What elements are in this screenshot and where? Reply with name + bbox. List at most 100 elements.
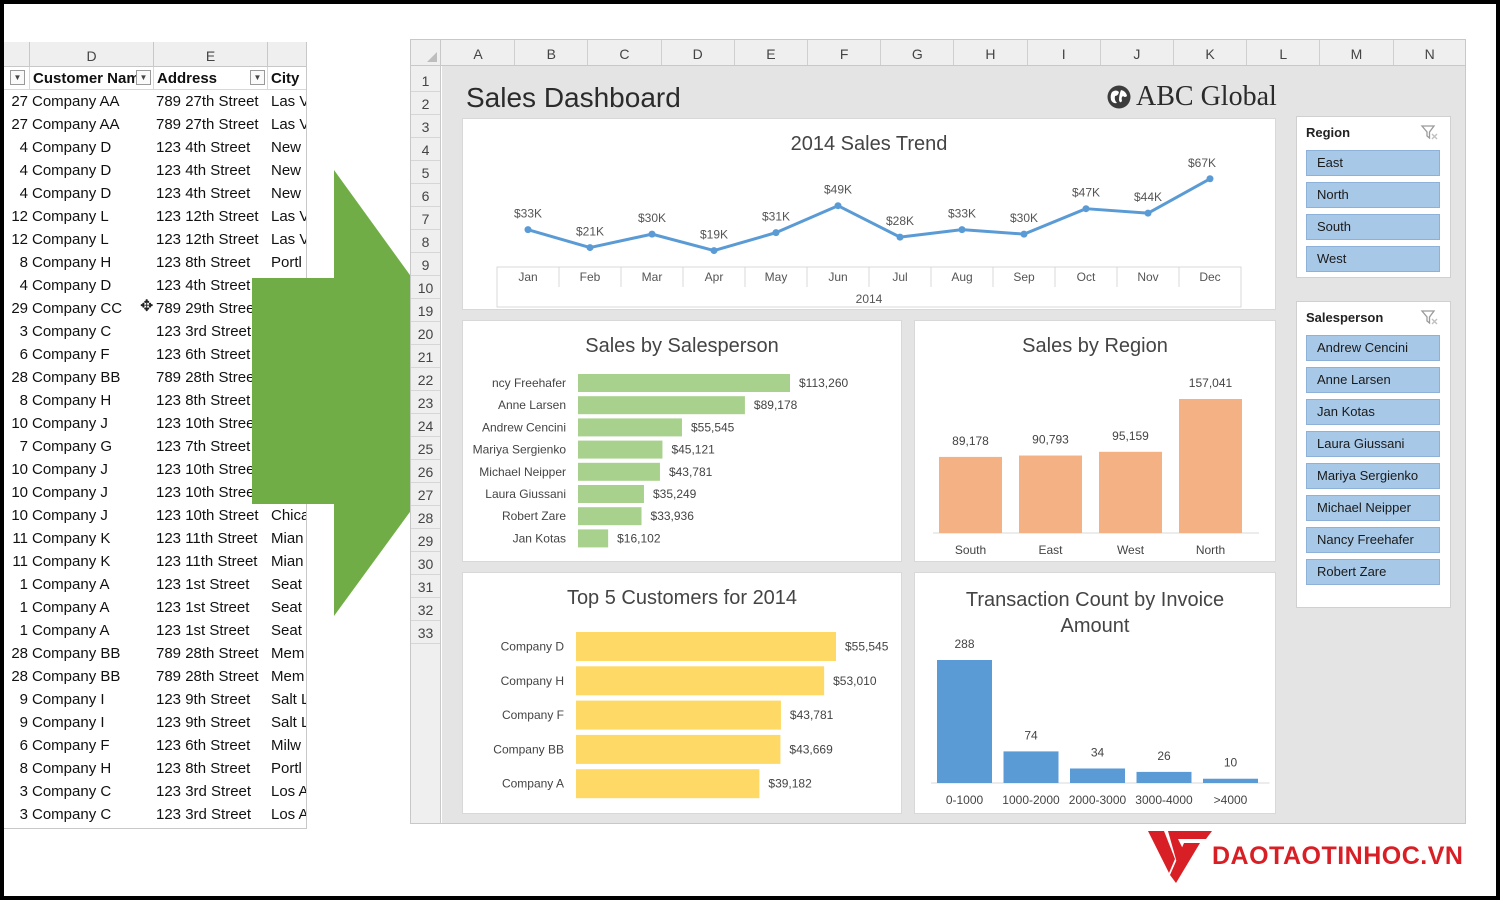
address-cell[interactable]: 123 11th Street <box>156 530 258 547</box>
customer-cell[interactable]: Company A <box>32 576 110 593</box>
row-number-cell[interactable]: 11 <box>12 553 28 570</box>
bar[interactable] <box>578 462 660 481</box>
table-row[interactable]: 12 Company L 123 12th Street Las V <box>4 205 306 228</box>
row-number-cell[interactable]: 4 <box>19 162 28 179</box>
slicer-item[interactable]: Laura Giussani <box>1306 431 1440 457</box>
row-number-cell[interactable]: 28 <box>11 668 28 685</box>
address-cell[interactable]: 123 9th Street <box>156 691 251 708</box>
table-row[interactable]: 11 Company K 123 11th Street Mian <box>4 527 306 550</box>
row-header[interactable]: 31 <box>411 575 440 598</box>
row-number-cell[interactable]: 4 <box>19 185 28 202</box>
row-number-cell[interactable]: 10 <box>11 484 28 501</box>
row-number-cell[interactable]: 28 <box>11 645 28 662</box>
table-row[interactable]: 11 Company K 123 11th Street Mian <box>4 550 306 573</box>
address-cell[interactable]: 123 6th Street <box>156 737 251 754</box>
row-header[interactable]: 3 <box>411 115 440 138</box>
address-cell[interactable]: 789 28th Street <box>156 645 259 662</box>
bar[interactable] <box>1019 455 1082 533</box>
chart-top-customers[interactable]: Top 5 Customers for 2014 Company D $55,54… <box>463 573 901 813</box>
table-row[interactable]: 7 Company G 123 7th Street <box>4 435 306 458</box>
customer-cell[interactable]: Company D <box>32 139 112 156</box>
customer-cell[interactable]: Company I <box>32 691 105 708</box>
city-cell[interactable]: Las V <box>271 231 306 248</box>
data-point[interactable] <box>524 226 532 234</box>
bar[interactable] <box>578 418 682 437</box>
customer-cell[interactable]: Company L <box>32 231 109 248</box>
row-header[interactable]: 19 <box>411 299 440 322</box>
customer-cell[interactable]: Company J <box>32 484 108 501</box>
row-number-cell[interactable]: 9 <box>19 691 28 708</box>
data-point[interactable] <box>710 247 718 255</box>
slicer-item[interactable]: East <box>1306 150 1440 176</box>
customer-cell[interactable]: Company H <box>32 392 112 409</box>
city-cell[interactable]: Los A <box>271 806 306 823</box>
row-number-cell[interactable]: 4 <box>19 139 28 156</box>
address-cell[interactable]: 123 4th Street <box>156 185 251 202</box>
bar[interactable] <box>578 507 642 526</box>
customer-cell[interactable]: Company D <box>32 162 112 179</box>
column-header[interactable]: H <box>954 40 1028 65</box>
filter-clear-icon[interactable] <box>1420 123 1438 141</box>
table-row[interactable]: 10 Company J 123 10th Street Chica <box>4 504 306 527</box>
table-row[interactable]: 9 Company I 123 9th Street Salt L <box>4 711 306 734</box>
column-header[interactable]: G <box>881 40 955 65</box>
city-cell[interactable]: Las V <box>271 208 306 225</box>
column-header[interactable]: A <box>442 40 516 65</box>
slicer-item[interactable]: Jan Kotas <box>1306 399 1440 425</box>
city-cell[interactable]: Las V <box>271 93 306 110</box>
customer-cell[interactable]: Company A <box>32 622 110 639</box>
customer-cell[interactable]: Company K <box>32 553 111 570</box>
row-header[interactable]: 29 <box>411 529 440 552</box>
row-number-cell[interactable]: 1 <box>19 622 28 639</box>
city-cell[interactable]: Los A <box>271 783 306 800</box>
row-number-cell[interactable]: 1 <box>19 599 28 616</box>
table-row[interactable]: 3 Company C 123 3rd Street Los A <box>4 780 306 803</box>
table-row[interactable]: 1 Company A 123 1st Street Seat <box>4 596 306 619</box>
city-cell[interactable]: Mian <box>271 530 304 547</box>
row-number-cell[interactable]: 1 <box>19 576 28 593</box>
customer-cell[interactable]: Company L <box>32 208 109 225</box>
row-header[interactable]: 33 <box>411 621 440 644</box>
row-header[interactable]: 21 <box>411 345 440 368</box>
row-number-cell[interactable]: 10 <box>11 507 28 524</box>
table-row[interactable]: 28 Company BB 789 28th Street Mem <box>4 665 306 688</box>
address-cell[interactable]: 789 29th Stree <box>156 300 255 317</box>
chart-transaction-count[interactable]: Transaction Count by Invoice Amount 288 0… <box>915 573 1275 813</box>
row-header[interactable]: 22 <box>411 368 440 391</box>
customer-cell[interactable]: Company J <box>32 461 108 478</box>
customer-cell[interactable]: Company C <box>32 783 112 800</box>
city-cell[interactable]: Portl <box>271 254 302 271</box>
slicer-item[interactable]: North <box>1306 182 1440 208</box>
city-cell[interactable]: Seat <box>271 576 302 593</box>
table-row[interactable]: 8 Company H 123 8th Street <box>4 389 306 412</box>
customer-cell[interactable]: Company A <box>32 599 110 616</box>
column-header[interactable]: C <box>588 40 662 65</box>
table-row[interactable]: 8 Company H 123 8th Street Portl <box>4 757 306 780</box>
bar[interactable] <box>576 700 781 730</box>
data-point[interactable] <box>834 202 842 210</box>
bar[interactable] <box>578 485 644 503</box>
select-all-corner[interactable] <box>411 40 441 65</box>
address-cell[interactable]: 123 3rd Street <box>156 323 252 340</box>
row-number-cell[interactable]: 12 <box>11 231 28 248</box>
row-header[interactable]: 2 <box>411 92 440 115</box>
data-point[interactable] <box>648 230 656 238</box>
bar[interactable] <box>937 660 992 783</box>
row-number-cell[interactable]: 10 <box>11 461 28 478</box>
column-header-f[interactable] <box>268 42 306 66</box>
column-header[interactable]: M <box>1320 40 1394 65</box>
address-cell[interactable]: 123 10th Stree <box>156 484 255 501</box>
filter-dropdown-icon[interactable]: ▼ <box>136 70 151 85</box>
bar[interactable] <box>578 374 790 392</box>
row-number-cell[interactable]: 3 <box>19 806 28 823</box>
address-cell[interactable]: 789 27th Street <box>156 93 259 110</box>
row-header[interactable]: 4 <box>411 138 440 161</box>
row-number-cell[interactable]: 9 <box>19 714 28 731</box>
customer-cell[interactable]: Company J <box>32 415 108 432</box>
address-cell[interactable]: 123 1st Street <box>156 622 250 639</box>
slicer-item[interactable]: Mariya Sergienko <box>1306 463 1440 489</box>
slicer-item[interactable]: West <box>1306 246 1440 272</box>
customer-cell[interactable]: Company J <box>32 507 108 524</box>
bar[interactable] <box>1179 399 1242 533</box>
slicer-item[interactable]: Andrew Cencini <box>1306 335 1440 361</box>
